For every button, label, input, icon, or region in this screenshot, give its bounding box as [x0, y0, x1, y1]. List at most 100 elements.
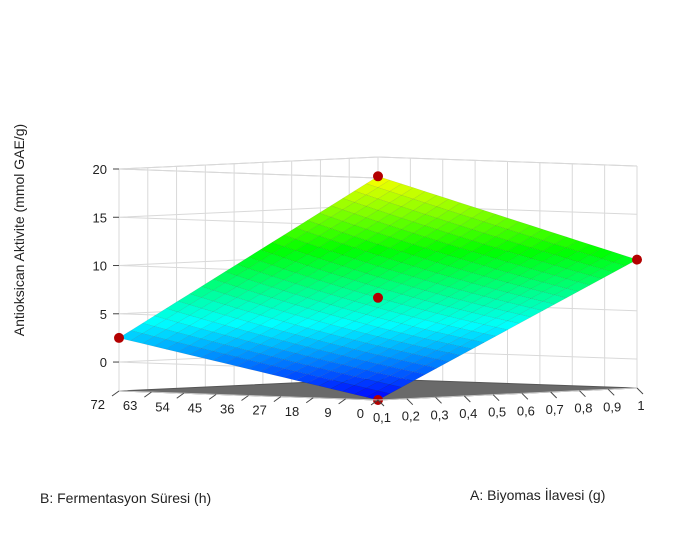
y-axis-label: B: Fermentasyon Süresi (h): [40, 490, 211, 506]
x-tick-label: 0,7: [546, 402, 564, 417]
surface-cell: [283, 250, 308, 263]
y-tick-mark: [370, 399, 379, 406]
surface-cell: [318, 294, 344, 306]
surface-cell: [601, 251, 626, 263]
y-tick-label: 18: [285, 404, 299, 419]
y-tick-label: 72: [91, 397, 105, 412]
surface-cell: [495, 251, 520, 263]
surface-cell: [294, 365, 320, 375]
surface-cell: [259, 365, 285, 375]
surface-cell: [236, 311, 261, 323]
surface-cell: [306, 269, 332, 281]
surface-cell: [412, 236, 438, 249]
surface-cell: [318, 272, 344, 285]
surface-cell: [353, 228, 379, 241]
surface-cell: [448, 225, 473, 238]
surface-cell: [412, 247, 438, 260]
surface-cell: [271, 359, 297, 369]
surface-cell: [448, 214, 473, 226]
surface-cell: [377, 269, 403, 281]
x-tick-mark: [492, 394, 500, 402]
surface-cell: [342, 269, 367, 281]
x-tick-mark: [579, 390, 586, 398]
surface-cell: [518, 288, 544, 299]
y-tick-label: 9: [324, 405, 331, 420]
y-axis-ticks: 0 9 18 27 36 45 54 63 72: [91, 390, 379, 421]
z-axis-label: Antioksican Aktivite (mmol GAE/g): [11, 124, 27, 336]
x-tick-label: 1: [637, 398, 644, 413]
surface-cell: [341, 339, 367, 350]
design-point: [373, 292, 383, 303]
surface-cell: [318, 324, 344, 335]
surface-cell: [318, 239, 344, 252]
surface-cell: [353, 369, 379, 380]
x-tick-mark: [550, 391, 558, 399]
surface-cell: [330, 220, 356, 233]
surface-cell: [318, 262, 344, 274]
surface-cell: [177, 345, 203, 356]
surface-cell: [589, 258, 615, 270]
surface-cell: [330, 364, 356, 374]
x-tick-label: 0,8: [574, 401, 592, 416]
surface-cell: [236, 268, 261, 280]
surface-cell: [448, 236, 473, 249]
surface-cell: [271, 350, 297, 360]
surface-cell: [459, 321, 485, 332]
surface-cell: [259, 318, 285, 329]
surface-cell: [365, 354, 391, 365]
surface-cell: [530, 301, 556, 311]
surface-cell: [365, 243, 391, 256]
surface-cell: [271, 257, 297, 270]
surface-cell: [271, 268, 297, 281]
surface-cell: [495, 282, 520, 293]
surface-cell: [330, 327, 356, 338]
z-tick-label: 20: [93, 162, 107, 177]
x-tick-label: 0,4: [459, 406, 477, 421]
surface-cell: [283, 314, 309, 326]
surface-cell: [365, 198, 391, 211]
surface-cell: [342, 290, 367, 302]
z-axis-ticks: 0 5 10 15 20: [93, 162, 119, 370]
surface-cell: [283, 371, 309, 381]
y-tick-mark: [144, 391, 152, 398]
x-tick-label: 0,1: [373, 410, 391, 425]
y-tick-label: 63: [123, 398, 137, 413]
surface-cell: [530, 261, 556, 273]
y-tick-label: 36: [220, 402, 234, 417]
surface-cell: [236, 290, 261, 302]
surface-cell: [436, 296, 462, 308]
surface-cell: [424, 272, 450, 284]
surface-cell: [271, 311, 297, 322]
surface-cell: [153, 329, 179, 340]
y-tick-mark: [176, 392, 185, 399]
surface-cell: [436, 325, 462, 336]
surface-cell: [153, 318, 179, 330]
x-axis-label: A: Biyomas İlavesi (g): [470, 486, 605, 503]
surface-cell: [459, 206, 485, 219]
x-tick-label: 0,5: [488, 405, 506, 420]
surface-cell: [459, 282, 485, 294]
surface-cell: [271, 234, 297, 247]
surface-cell: [412, 338, 438, 348]
surface-cell: [495, 261, 520, 273]
y-tick-label: 0: [357, 406, 364, 421]
surface-cell: [459, 339, 485, 350]
surface-cell: [330, 209, 356, 222]
surface-cell: [259, 297, 285, 309]
surface-cell: [318, 379, 344, 389]
surface-cell: [483, 236, 509, 249]
surface-cell: [377, 384, 403, 394]
surface-cell: [236, 300, 261, 312]
surface-cell: [424, 350, 450, 360]
surface-cell: [306, 340, 332, 351]
surface-cell: [459, 312, 485, 323]
surface-cell: [283, 261, 308, 274]
surface-cell: [377, 258, 403, 271]
surface-cell: [341, 385, 367, 395]
surface-cell: [518, 247, 544, 259]
surface-cell: [224, 328, 250, 339]
surface-cell: [400, 297, 426, 308]
surface-cell: [330, 276, 356, 288]
surface-cell: [389, 313, 414, 324]
